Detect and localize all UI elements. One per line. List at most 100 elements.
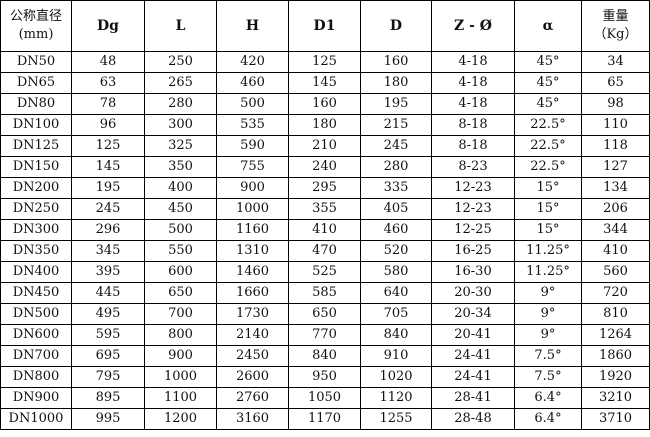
table-cell: 1920 [581, 366, 650, 388]
table-cell: 245 [71, 198, 145, 220]
table-cell: 2600 [216, 366, 289, 388]
table-cell: DN500 [0, 303, 72, 325]
table-cell: 110 [581, 114, 650, 136]
table-cell: DN700 [0, 345, 72, 367]
table-cell: 900 [144, 345, 217, 367]
table-cell: 910 [360, 345, 432, 367]
table-cell: 650 [288, 303, 361, 325]
table-cell: 900 [216, 177, 289, 199]
header-unit: （Kg） [593, 27, 638, 42]
table-row: DN65 63 265 460 145 180 4-18 45° 65 [0, 72, 650, 94]
table-cell: 240 [288, 156, 361, 178]
table-cell: DN150 [0, 156, 72, 178]
table-cell: 206 [581, 198, 650, 220]
table-cell: 134 [581, 177, 650, 199]
header-label: 公称直径 [9, 9, 62, 24]
table-cell: DN400 [0, 261, 72, 283]
column-header: L [144, 0, 217, 52]
table-cell: 28-48 [431, 408, 515, 430]
table-cell: 11.25° [514, 240, 582, 262]
table-cell: 34 [581, 51, 650, 73]
table-cell: 300 [144, 114, 217, 136]
table-cell: 1000 [144, 366, 217, 388]
table-cell: 20-30 [431, 282, 515, 304]
table-cell: 12-25 [431, 219, 515, 241]
table-cell: 160 [288, 93, 361, 115]
table-cell: 344 [581, 219, 650, 241]
table-cell: 345 [71, 240, 145, 262]
table-cell: 3160 [216, 408, 289, 430]
table-cell: DN65 [0, 72, 72, 94]
table-cell: 795 [71, 366, 145, 388]
column-header: H [216, 0, 289, 52]
table-row: DN800 795 1000 2600 950 1020 24-41 7.5° 1920 [0, 366, 650, 388]
table-cell: 995 [71, 408, 145, 430]
table-cell: 195 [360, 93, 432, 115]
table-cell: 495 [71, 303, 145, 325]
table-row: DN200 195 400 900 295 335 12-23 15° 134 [0, 177, 650, 199]
table-cell: 560 [581, 261, 650, 283]
table-cell: 98 [581, 93, 650, 115]
table-cell: 595 [71, 324, 145, 346]
table-cell: 24-41 [431, 366, 515, 388]
table-row: DN700 695 900 2450 840 910 24-41 7.5° 1860 [0, 345, 650, 367]
table-cell: 1120 [360, 387, 432, 409]
table-cell: 1020 [360, 366, 432, 388]
table-cell: 1730 [216, 303, 289, 325]
table-cell: DN600 [0, 324, 72, 346]
table-cell: 1255 [360, 408, 432, 430]
table-row: DN80 78 280 500 160 195 4-18 45° 98 [0, 93, 650, 115]
table-cell: 1460 [216, 261, 289, 283]
table-cell: 22.5° [514, 114, 582, 136]
table-cell: DN80 [0, 93, 72, 115]
table-cell: 650 [144, 282, 217, 304]
table-cell: 640 [360, 282, 432, 304]
table-cell: 9° [514, 324, 582, 346]
table-cell: 125 [71, 135, 145, 157]
table-cell: 525 [288, 261, 361, 283]
table-cell: 700 [144, 303, 217, 325]
table-cell: DN100 [0, 114, 72, 136]
table-cell: 22.5° [514, 135, 582, 157]
table-cell: 755 [216, 156, 289, 178]
table-cell: 15° [514, 219, 582, 241]
table-row: DN150 145 350 755 240 280 8-23 22.5° 127 [0, 156, 650, 178]
table-cell: 45° [514, 93, 582, 115]
table-cell: 195 [71, 177, 145, 199]
column-header: 公称直径 (mm) [0, 0, 72, 52]
table-cell: 500 [144, 219, 217, 241]
table-cell: 585 [288, 282, 361, 304]
table-cell: 145 [71, 156, 145, 178]
table-cell: 695 [71, 345, 145, 367]
table-row: DN100 96 300 535 180 215 8-18 22.5° 110 [0, 114, 650, 136]
table-row: DN600 595 800 2140 770 840 20-41 9° 1264 [0, 324, 650, 346]
table-cell: 420 [216, 51, 289, 73]
table-cell: 4-18 [431, 72, 515, 94]
table-cell: 6.4° [514, 387, 582, 409]
table-row: DN400 395 600 1460 525 580 16-30 11.25° 560 [0, 261, 650, 283]
table-cell: 180 [288, 114, 361, 136]
table-cell: 500 [216, 93, 289, 115]
table-cell: 127 [581, 156, 650, 178]
table-cell: 11.25° [514, 261, 582, 283]
table-cell: 580 [360, 261, 432, 283]
column-header: 重量 （Kg） [581, 0, 650, 52]
table-cell: 15° [514, 177, 582, 199]
table-cell: 28-41 [431, 387, 515, 409]
table-cell: 280 [144, 93, 217, 115]
table-cell: 705 [360, 303, 432, 325]
table-cell: 895 [71, 387, 145, 409]
table-cell: 215 [360, 114, 432, 136]
table-cell: 8-18 [431, 135, 515, 157]
table-cell: DN125 [0, 135, 72, 157]
table-cell: 63 [71, 72, 145, 94]
table-cell: 1170 [288, 408, 361, 430]
table-cell: 840 [360, 324, 432, 346]
table-cell: DN1000 [0, 408, 72, 430]
table-cell: 295 [288, 177, 361, 199]
table-cell: 600 [144, 261, 217, 283]
table-cell: 1200 [144, 408, 217, 430]
table-cell: 335 [360, 177, 432, 199]
table-cell: 355 [288, 198, 361, 220]
